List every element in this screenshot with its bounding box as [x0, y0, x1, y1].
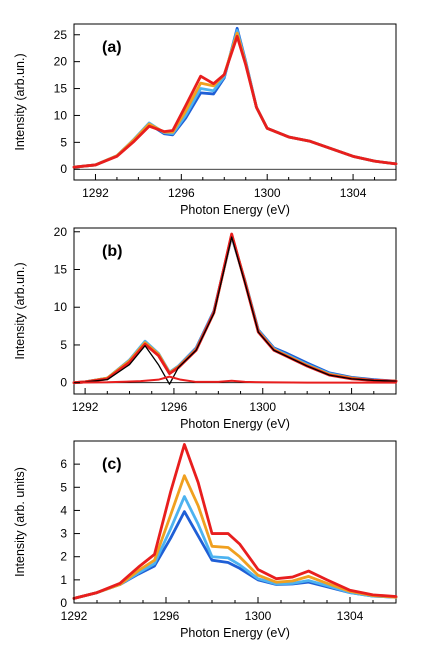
y-tick-label: 5: [60, 338, 67, 352]
y-tick-label: 3: [60, 527, 67, 541]
y-tick-label: 6: [60, 457, 67, 471]
x-tick-label: 1304: [337, 609, 364, 623]
y-tick-label: 10: [54, 300, 68, 314]
y-tick-label: 10: [54, 108, 68, 122]
y-tick-label: 5: [60, 135, 67, 149]
y-tick-label: 25: [54, 28, 68, 42]
x-tick-label: 1304: [338, 400, 365, 414]
series-line-3: [72, 31, 398, 169]
series-line-2: [72, 29, 398, 169]
series-line-6: [73, 375, 397, 384]
y-tick-label: 0: [60, 162, 67, 176]
y-tick-label: 20: [54, 55, 68, 69]
x-tick-label: 1296: [161, 400, 188, 414]
series-line-5: [73, 236, 397, 385]
y-tick-label: 0: [60, 376, 67, 390]
series-line-3: [72, 474, 398, 600]
x-tick-label: 1292: [61, 609, 88, 623]
plot-frame: [73, 227, 397, 395]
x-axis-label: Photon Energy (eV): [180, 626, 290, 640]
y-tick-label: 20: [54, 225, 68, 239]
x-tick-label: 1300: [245, 609, 272, 623]
x-tick-label: 1304: [340, 186, 367, 200]
panel-label: (b): [102, 243, 122, 260]
y-tick-label: 4: [60, 503, 67, 517]
x-tick-label: 1296: [168, 186, 195, 200]
series-line-2: [72, 495, 398, 600]
y-axis-label: Intensity (arb.un.): [13, 262, 27, 359]
y-tick-label: 5: [60, 480, 67, 494]
panel-label: (a): [102, 39, 122, 56]
x-axis-label: Photon Energy (eV): [180, 417, 290, 431]
chart-panel-3: 1292 1296 1300 1304 0 1 2 3 4 5 6 Photon Energy (eV…: [13, 440, 398, 640]
y-tick-label: 2: [60, 550, 67, 564]
plot-frame: [73, 440, 397, 604]
series-line-1: [72, 510, 398, 600]
y-tick-label: 15: [54, 82, 68, 96]
chart-panel-2: 1292 1296 1300 1304 0 5 10 15 20 Photon Energy (e…: [13, 225, 398, 431]
y-tick-label: 1: [60, 573, 67, 587]
y-tick-label: 15: [54, 263, 68, 277]
y-tick-label: 0: [60, 596, 67, 610]
series-line-1: [72, 26, 398, 169]
x-tick-label: 1296: [153, 609, 180, 623]
x-axis-label: Photon Energy (eV): [180, 203, 290, 217]
x-tick-label: 1292: [72, 400, 99, 414]
series-line-4: [72, 34, 398, 169]
plot-frame: [73, 23, 397, 181]
x-tick-label: 1300: [249, 400, 276, 414]
x-tick-label: 1300: [254, 186, 281, 200]
y-axis-label: Intensity (arb. units): [13, 467, 27, 577]
panel-label: (c): [102, 456, 122, 473]
chart-panel-1: 1292 1296 1300 1304 0 5 10 15 20 25 Photon Energy …: [13, 23, 398, 217]
x-tick-label: 1292: [82, 186, 109, 200]
y-axis-label: Intensity (arb.un.): [13, 53, 27, 150]
series-line-4: [72, 443, 398, 600]
